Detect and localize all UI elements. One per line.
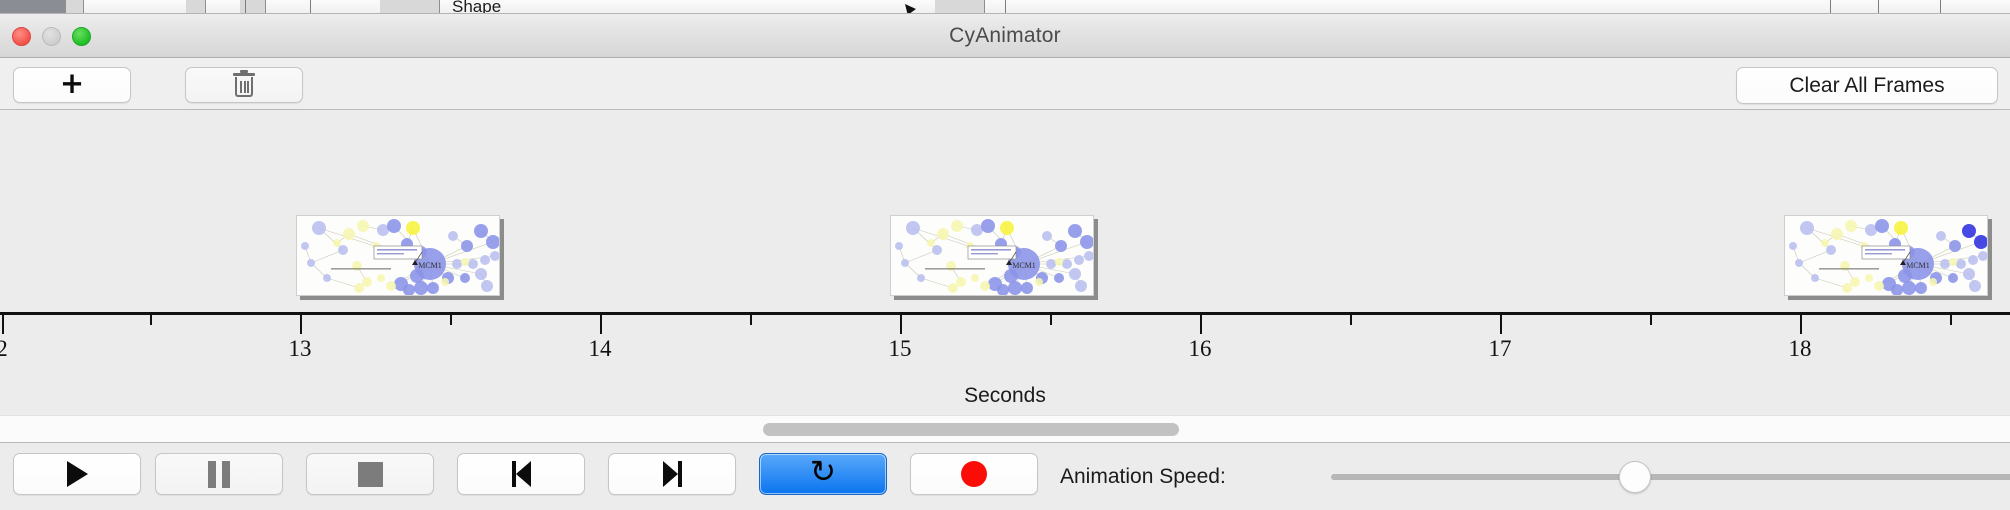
ruler-tick-label: 16 (1188, 336, 1212, 361)
pause-icon (208, 460, 230, 488)
ruler-tick-major (1200, 312, 1202, 334)
trash-icon (233, 70, 255, 97)
ruler-tick-major (300, 312, 302, 334)
play-button[interactable] (13, 453, 141, 495)
timeline-frame[interactable]: MCM1 (296, 215, 504, 300)
loop-icon: ↻ (810, 453, 836, 490)
close-button[interactable] (12, 27, 31, 46)
clear-all-frames-button[interactable]: Clear All Frames (1736, 67, 1998, 104)
skip-previous-button[interactable] (457, 453, 585, 495)
ruler-tick-minor (1350, 312, 1352, 325)
ruler-tick-label: 17 (1488, 336, 1512, 361)
add-frame-button[interactable]: + (13, 67, 131, 103)
svg-text:MCM1: MCM1 (418, 261, 442, 270)
ruler-tick-label: 15 (888, 336, 912, 361)
stop-icon (357, 461, 383, 487)
skip-next-button[interactable] (608, 453, 736, 495)
timeline-track[interactable]: MCM1 MCM1 MCM1 (0, 110, 2010, 306)
window-title: CyAnimator (949, 24, 1061, 47)
ruler-axis (0, 312, 2010, 315)
ruler-tick-minor (1650, 312, 1652, 325)
ruler-tick-major (600, 312, 602, 334)
animation-speed-slider[interactable] (1331, 461, 2010, 493)
frame-network-preview: MCM1 (890, 215, 1094, 296)
toolbar: + Clear All Frames (0, 58, 2010, 110)
timeline-frame[interactable]: MCM1 (890, 215, 1098, 300)
timeline-frame[interactable]: MCM1 (1784, 215, 1992, 300)
maximize-button[interactable] (72, 27, 91, 46)
frame-network-preview: MCM1 (296, 215, 500, 296)
traffic-lights (12, 27, 91, 46)
ruler-tick-minor (150, 312, 152, 325)
minimize-button[interactable] (42, 27, 61, 46)
ruler-tick-label: 2 (0, 336, 8, 361)
background-window-label: Shape (452, 0, 502, 14)
record-icon (961, 461, 987, 487)
plus-icon: + (59, 66, 85, 100)
ruler-tick-minor (450, 312, 452, 325)
ruler-tick-minor (1050, 312, 1052, 325)
ruler-tick-label: 13 (288, 336, 312, 361)
ruler-tick-minor (1950, 312, 1952, 325)
playback-toolbar: ↻ Animation Speed: (0, 443, 2010, 510)
loop-button[interactable]: ↻ (759, 453, 887, 495)
ruler-tick-major (1800, 312, 1802, 334)
scrollbar-thumb[interactable] (763, 423, 1179, 436)
skip-previous-icon (511, 461, 531, 487)
ruler-axis-title: Seconds (964, 384, 1046, 407)
stop-button[interactable] (306, 453, 434, 495)
timeline-ruler[interactable]: Seconds 2 13 14 15 16 17 18 (0, 306, 2010, 415)
skip-next-icon (662, 461, 682, 487)
record-button[interactable] (910, 453, 1038, 495)
ruler-tick-label: 14 (588, 336, 612, 361)
animation-speed-label: Animation Speed: (1060, 465, 1226, 488)
slider-track[interactable] (1331, 474, 2010, 480)
delete-frame-button[interactable] (185, 67, 303, 103)
ruler-tick-major (2, 312, 4, 334)
ruler-tick-major (900, 312, 902, 334)
svg-text:MCM1: MCM1 (1906, 261, 1930, 270)
svg-text:MCM1: MCM1 (1012, 261, 1036, 270)
play-icon (66, 461, 88, 487)
horizontal-scrollbar[interactable] (0, 415, 2010, 443)
ruler-tick-minor (750, 312, 752, 325)
frame-network-preview: MCM1 (1784, 215, 1988, 296)
ruler-tick-major (1500, 312, 1502, 334)
ruler-tick-label: 18 (1788, 336, 1812, 361)
pause-button[interactable] (155, 453, 283, 495)
background-window-strip: Shape (0, 0, 2010, 14)
titlebar: CyAnimator (0, 14, 2010, 58)
slider-thumb[interactable] (1619, 461, 1651, 493)
